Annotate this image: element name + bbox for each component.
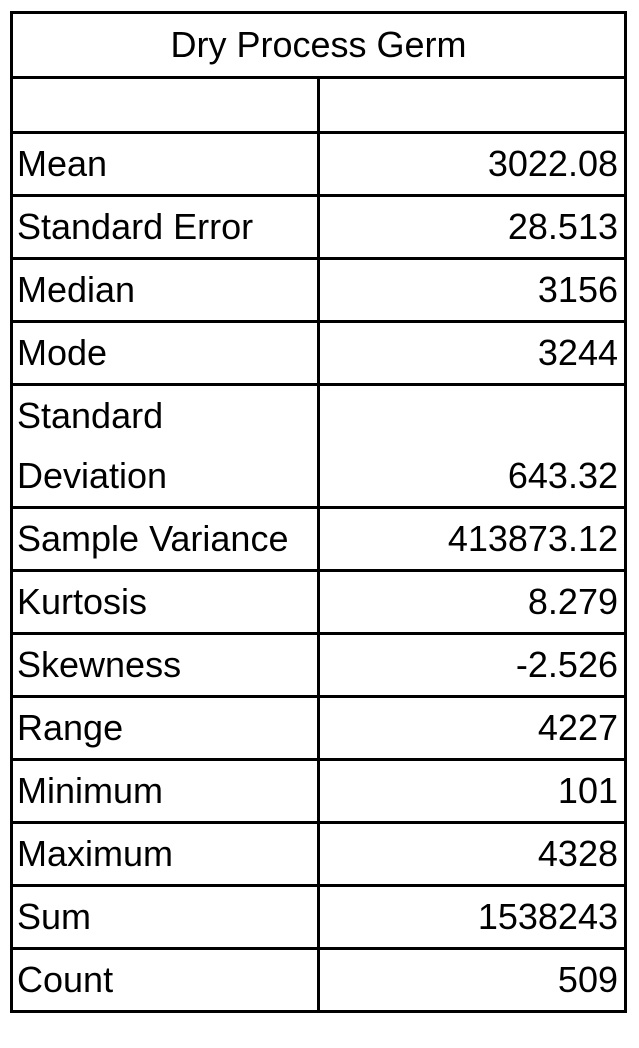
table-row: Kurtosis8.279 bbox=[12, 571, 626, 634]
stat-value: 3244 bbox=[319, 322, 626, 385]
stat-label: Minimum bbox=[12, 760, 319, 823]
stat-value: 413873.12 bbox=[319, 508, 626, 571]
table-row: Mode3244 bbox=[12, 322, 626, 385]
table-row: Count509 bbox=[12, 949, 626, 1012]
table-row: Sum1538243 bbox=[12, 886, 626, 949]
stat-value: 509 bbox=[319, 949, 626, 1012]
stat-value: 3156 bbox=[319, 259, 626, 322]
stat-label: Mode bbox=[12, 322, 319, 385]
stat-label: Standard Error bbox=[12, 196, 319, 259]
stat-value: -2.526 bbox=[319, 634, 626, 697]
stat-value: 1538243 bbox=[319, 886, 626, 949]
table-row: Maximum4328 bbox=[12, 823, 626, 886]
descriptive-statistics-table: Dry Process Germ Mean3022.08Standard Err… bbox=[10, 11, 627, 1013]
stat-value: 4328 bbox=[319, 823, 626, 886]
table-title: Dry Process Germ bbox=[12, 13, 626, 78]
title-row: Dry Process Germ bbox=[12, 13, 626, 78]
stat-label: Range bbox=[12, 697, 319, 760]
stat-value: 3022.08 bbox=[319, 133, 626, 196]
stat-label: Median bbox=[12, 259, 319, 322]
stat-value: 4227 bbox=[319, 697, 626, 760]
empty-value-cell bbox=[319, 78, 626, 133]
table-row: Standard Error28.513 bbox=[12, 196, 626, 259]
table-row: Minimum101 bbox=[12, 760, 626, 823]
table-row: Skewness-2.526 bbox=[12, 634, 626, 697]
stat-label: Sum bbox=[12, 886, 319, 949]
stat-label: Count bbox=[12, 949, 319, 1012]
stat-label: Kurtosis bbox=[12, 571, 319, 634]
empty-header-row bbox=[12, 78, 626, 133]
table-row: Median3156 bbox=[12, 259, 626, 322]
stat-value: 8.279 bbox=[319, 571, 626, 634]
table-row: Standard Deviation643.32 bbox=[12, 385, 626, 508]
table-row: Mean3022.08 bbox=[12, 133, 626, 196]
stat-label: Sample Variance bbox=[12, 508, 319, 571]
stat-label: Maximum bbox=[12, 823, 319, 886]
stat-label: Standard Deviation bbox=[12, 385, 319, 508]
stat-value: 101 bbox=[319, 760, 626, 823]
table-row: Sample Variance413873.12 bbox=[12, 508, 626, 571]
stat-value: 643.32 bbox=[319, 385, 626, 508]
empty-label-cell bbox=[12, 78, 319, 133]
stat-label: Skewness bbox=[12, 634, 319, 697]
stat-value: 28.513 bbox=[319, 196, 626, 259]
stat-label: Mean bbox=[12, 133, 319, 196]
table-row: Range4227 bbox=[12, 697, 626, 760]
